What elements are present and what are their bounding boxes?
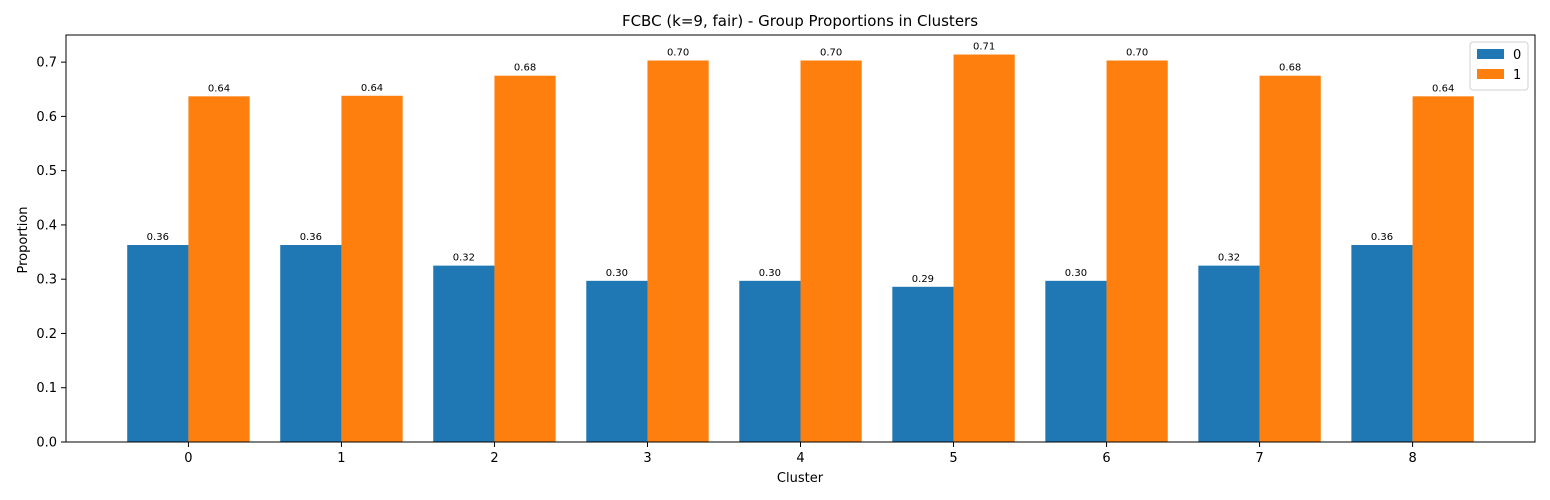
y-tick-label: 0.2 xyxy=(36,327,57,342)
bar-value-label: 0.36 xyxy=(300,232,322,243)
bar-value-label: 0.71 xyxy=(973,42,995,53)
bar-series1-cluster7 xyxy=(1259,75,1321,442)
x-tick-label: 0 xyxy=(184,451,192,466)
x-axis-title: Cluster xyxy=(777,471,824,486)
bar-value-label: 0.30 xyxy=(606,268,628,279)
x-axis: 0 1 2 3 4 5 6 7 8 xyxy=(184,442,1417,466)
bar-value-label: 0.70 xyxy=(820,48,842,59)
bar-series1-cluster0 xyxy=(188,96,250,442)
bar-value-label: 0.64 xyxy=(1432,83,1454,94)
legend-label-series1: 1 xyxy=(1513,68,1521,83)
bar-value-label: 0.32 xyxy=(1218,253,1240,264)
bar-series0-cluster5 xyxy=(892,286,954,442)
bar-series0-cluster6 xyxy=(1045,280,1107,442)
x-tick-label: 2 xyxy=(490,451,498,466)
bar-series1-cluster2 xyxy=(494,75,556,442)
bar-value-label: 0.36 xyxy=(1371,232,1393,243)
bar-labels-layer: 0.36 0.36 0.32 0.30 0.30 0.29 0.30 0.32 0.36 0.64… xyxy=(147,42,1455,285)
y-tick-label: 0.6 xyxy=(36,110,57,125)
y-tick-label: 0.0 xyxy=(36,436,57,451)
y-axis: 0.0 0.1 0.2 0.3 0.4 0.5 0.6 0.7 xyxy=(36,56,66,451)
bar-series0-cluster1 xyxy=(280,245,342,442)
y-tick-label: 0.5 xyxy=(36,164,57,179)
bar-series1-cluster8 xyxy=(1412,96,1474,442)
bars-layer xyxy=(127,54,1474,443)
bar-value-label: 0.30 xyxy=(759,268,781,279)
x-tick-label: 7 xyxy=(1255,451,1263,466)
bar-value-label: 0.30 xyxy=(1065,268,1087,279)
x-tick-label: 5 xyxy=(949,451,957,466)
bar-series1-cluster6 xyxy=(1106,60,1168,442)
bar-series0-cluster4 xyxy=(739,280,801,442)
bar-value-label: 0.32 xyxy=(453,253,475,264)
bar-series0-cluster7 xyxy=(1198,265,1260,442)
legend-swatch-series0 xyxy=(1477,49,1504,59)
bar-value-label: 0.64 xyxy=(208,83,230,94)
bar-series1-cluster5 xyxy=(953,54,1015,442)
bar-series0-cluster3 xyxy=(586,280,648,442)
y-axis-title: Proportion xyxy=(16,206,31,273)
bar-value-label: 0.70 xyxy=(1126,48,1148,59)
bar-series1-cluster3 xyxy=(647,60,709,442)
x-tick-label: 6 xyxy=(1102,451,1110,466)
bar-series0-cluster8 xyxy=(1351,245,1413,442)
bar-value-label: 0.68 xyxy=(1279,63,1301,74)
legend-swatch-series1 xyxy=(1477,69,1504,79)
bar-value-label: 0.36 xyxy=(147,232,169,243)
bar-series0-cluster0 xyxy=(127,245,189,442)
x-tick-label: 1 xyxy=(337,451,345,466)
y-tick-label: 0.1 xyxy=(36,381,57,396)
bar-value-label: 0.70 xyxy=(667,48,689,59)
y-tick-label: 0.4 xyxy=(36,218,57,233)
legend-label-series0: 0 xyxy=(1513,48,1521,63)
legend: 01 xyxy=(1469,41,1529,91)
bar-series1-cluster1 xyxy=(341,95,403,443)
plot-frame xyxy=(65,34,1536,443)
x-tick-label: 3 xyxy=(643,451,651,466)
y-tick-label: 0.3 xyxy=(36,273,57,288)
bar-series1-cluster4 xyxy=(800,60,862,442)
y-tick-label: 0.7 xyxy=(36,56,57,71)
bar-value-label: 0.64 xyxy=(361,83,383,94)
bar-value-label: 0.29 xyxy=(912,274,934,285)
bar-series0-cluster2 xyxy=(433,265,495,442)
bar-value-label: 0.68 xyxy=(514,63,536,74)
chart-title: FCBC (k=9, fair) - Group Proportions in … xyxy=(622,12,978,30)
x-tick-label: 8 xyxy=(1408,451,1416,466)
x-tick-label: 4 xyxy=(796,451,804,466)
